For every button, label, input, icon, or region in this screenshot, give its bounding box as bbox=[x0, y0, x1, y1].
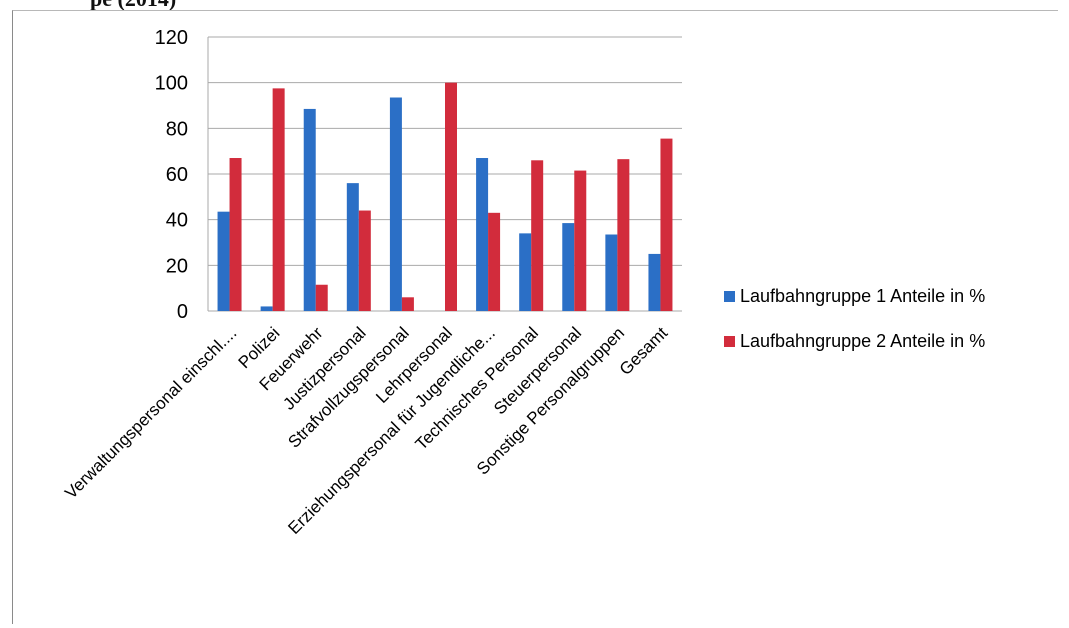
y-tick-label: 60 bbox=[166, 164, 188, 186]
bars bbox=[217, 82, 673, 312]
legend: Laufbahngruppe 1 Anteile in % Laufbahngr… bbox=[724, 286, 985, 351]
legend-swatch-series-1 bbox=[724, 291, 735, 302]
bar-series-1 bbox=[217, 211, 230, 311]
bar-series-2 bbox=[229, 158, 242, 311]
x-category-label: Verwaltungspersonal einschl.... bbox=[61, 323, 240, 502]
legend-label-series-1: Laufbahngruppe 1 Anteile in % bbox=[740, 286, 985, 306]
bar-series-2 bbox=[272, 88, 285, 311]
x-category-label: Gesamt bbox=[616, 323, 672, 379]
header-text-fragment: pe (2014) bbox=[90, 0, 176, 12]
legend-label-series-2: Laufbahngruppe 2 Anteile in % bbox=[740, 331, 985, 351]
bar-series-1 bbox=[260, 306, 273, 311]
bar-series-1 bbox=[519, 233, 532, 311]
bar-series-2 bbox=[574, 170, 587, 311]
bar-series-2 bbox=[315, 284, 328, 311]
bar-series-1 bbox=[346, 183, 359, 311]
bar-series-2 bbox=[358, 210, 371, 311]
bar-series-2 bbox=[401, 297, 414, 311]
x-axis-category-labels: Verwaltungspersonal einschl....PolizeiFe… bbox=[61, 323, 671, 538]
bar-series-1 bbox=[605, 234, 618, 311]
y-tick-label: 20 bbox=[166, 255, 188, 277]
bar-series-2 bbox=[617, 159, 630, 311]
bar-series-1 bbox=[476, 158, 489, 311]
y-axis-ticks: 0 20 40 60 80 100 120 bbox=[155, 27, 188, 323]
legend-swatch-series-2 bbox=[724, 336, 735, 347]
y-tick-label: 120 bbox=[155, 27, 188, 49]
bar-series-2 bbox=[445, 82, 457, 312]
y-tick-label: 40 bbox=[166, 210, 188, 232]
y-tick-label: 80 bbox=[166, 118, 188, 140]
bar-series-2 bbox=[660, 138, 673, 311]
bar-series-1 bbox=[303, 108, 316, 311]
bar-series-1 bbox=[648, 253, 661, 311]
bar-series-1 bbox=[389, 97, 402, 311]
y-tick-label: 0 bbox=[177, 301, 188, 323]
chart-frame bbox=[12, 10, 1058, 624]
bar-series-2 bbox=[531, 160, 544, 311]
y-tick-label: 100 bbox=[155, 73, 188, 95]
bar-series-1 bbox=[562, 223, 575, 311]
bar-series-2 bbox=[488, 212, 501, 311]
